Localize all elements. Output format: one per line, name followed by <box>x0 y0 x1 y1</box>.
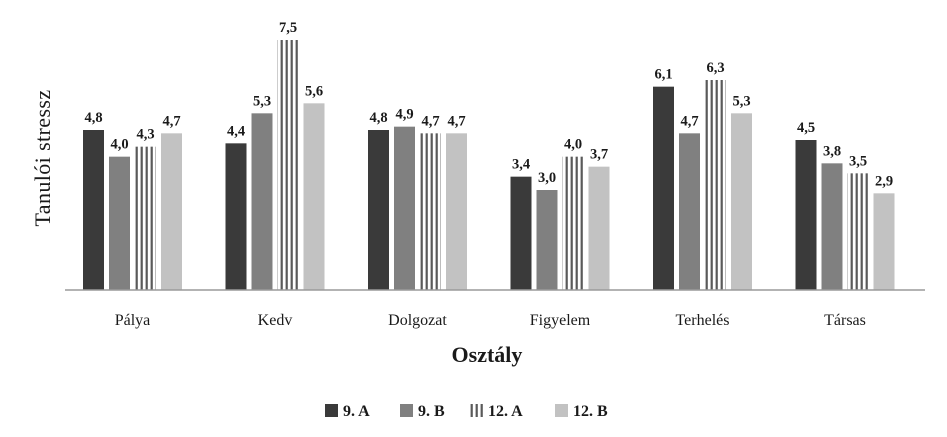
bar-tarsas-9-b <box>821 163 843 290</box>
value-label-kedv-12-b: 5,6 <box>305 83 323 99</box>
legend-item-12-b: 12. B <box>555 403 608 420</box>
value-label-palya-12-b: 4,7 <box>162 113 180 129</box>
category-label-palya: Pálya <box>115 312 151 329</box>
value-label-palya-9-a: 4,8 <box>84 110 102 126</box>
category-label-tarsas: Társas <box>824 312 866 329</box>
bar-kedv-12-b <box>303 103 325 290</box>
legend-swatch-12-a <box>470 404 483 417</box>
legend-swatch-9-a <box>325 404 338 417</box>
value-label-dolgozat-12-b: 4,7 <box>447 113 465 129</box>
legend-item-9-a: 9. A <box>325 403 370 420</box>
value-label-kedv-12-a: 7,5 <box>279 20 297 36</box>
value-label-palya-12-a: 4,3 <box>136 127 154 143</box>
category-label-figyelem: Figyelem <box>530 312 591 329</box>
value-label-tarsas-12-b: 2,9 <box>875 173 893 189</box>
legend-swatch-9-b <box>400 404 413 417</box>
x-axis-title: Osztály <box>452 342 523 367</box>
bar-figyelem-12-a <box>562 156 584 290</box>
bar-dolgozat-12-a <box>420 133 441 290</box>
plot-area: 4,8 4,0 4,3 4,7 4,4 5,3 7,5 5,6 4,8 4,9 4,7 4,7 3,4 3… <box>65 20 925 329</box>
bar-terheles-12-b <box>731 113 752 290</box>
bar-tarsas-12-a <box>847 173 869 290</box>
value-label-figyelem-12-a: 4,0 <box>564 137 582 153</box>
value-labels-layer: 4,8 4,0 4,3 4,7 4,4 5,3 7,5 5,6 4,8 4,9 4,7 4,7 3,4 3… <box>84 20 893 189</box>
value-label-kedv-9-a: 4,4 <box>227 123 245 139</box>
legend-swatch-12-b <box>555 404 568 417</box>
legend-label-12-b: 12. B <box>573 403 608 420</box>
value-label-terheles-9-b: 4,7 <box>680 113 698 129</box>
value-label-tarsas-12-a: 3,5 <box>849 153 867 169</box>
value-label-tarsas-9-b: 3,8 <box>823 143 841 159</box>
value-label-kedv-9-b: 5,3 <box>253 93 271 109</box>
value-label-tarsas-9-a: 4,5 <box>797 120 815 136</box>
bar-dolgozat-9-b <box>394 126 415 291</box>
value-label-dolgozat-9-b: 4,9 <box>395 107 413 123</box>
bars-layer <box>83 40 895 291</box>
bar-palya-9-a <box>83 130 104 290</box>
bar-kedv-9-b <box>251 113 273 290</box>
bar-figyelem-9-a <box>510 176 532 290</box>
bar-dolgozat-9-a <box>368 130 389 290</box>
category-label-dolgozat: Dolgozat <box>388 312 447 329</box>
bar-dolgozat-12-b <box>446 133 467 290</box>
value-label-palya-9-b: 4,0 <box>110 137 128 153</box>
legend-item-9-b: 9. B <box>400 403 445 420</box>
legend-label-9-a: 9. A <box>343 403 370 420</box>
bar-terheles-9-b <box>679 133 700 290</box>
value-label-terheles-12-a: 6,3 <box>706 60 724 76</box>
y-axis-title: Tanulói stressz <box>30 89 55 226</box>
bar-tarsas-9-a <box>795 140 817 290</box>
value-label-figyelem-9-a: 3,4 <box>512 157 530 173</box>
bar-terheles-12-a <box>705 80 726 290</box>
bar-figyelem-12-b <box>588 166 610 290</box>
value-label-terheles-12-b: 5,3 <box>732 93 750 109</box>
legend-item-12-a: 12. A <box>470 403 523 420</box>
value-label-figyelem-9-b: 3,0 <box>538 170 556 186</box>
value-label-dolgozat-12-a: 4,7 <box>421 113 439 129</box>
legend: 9. A 9. B 12. A 12. B <box>325 403 608 420</box>
value-label-dolgozat-9-a: 4,8 <box>369 110 387 126</box>
bar-tarsas-12-b <box>873 193 895 290</box>
legend-label-9-b: 9. B <box>418 403 445 420</box>
category-labels-layer: Pálya Kedv Dolgozat Figyelem Terhelés Társas <box>115 312 866 329</box>
legend-label-12-a: 12. A <box>488 403 523 420</box>
bar-kedv-9-a <box>225 143 247 290</box>
category-label-kedv: Kedv <box>258 312 293 329</box>
value-label-figyelem-12-b: 3,7 <box>590 147 608 163</box>
bar-palya-12-a <box>135 146 156 290</box>
bar-figyelem-9-b <box>536 190 558 290</box>
category-label-terheles: Terhelés <box>676 312 730 329</box>
bar-kedv-12-a <box>277 40 299 290</box>
bar-terheles-9-a <box>653 86 674 291</box>
bar-palya-12-b <box>161 133 182 290</box>
value-label-terheles-9-a: 6,1 <box>654 67 672 83</box>
bar-palya-9-b <box>109 156 130 290</box>
